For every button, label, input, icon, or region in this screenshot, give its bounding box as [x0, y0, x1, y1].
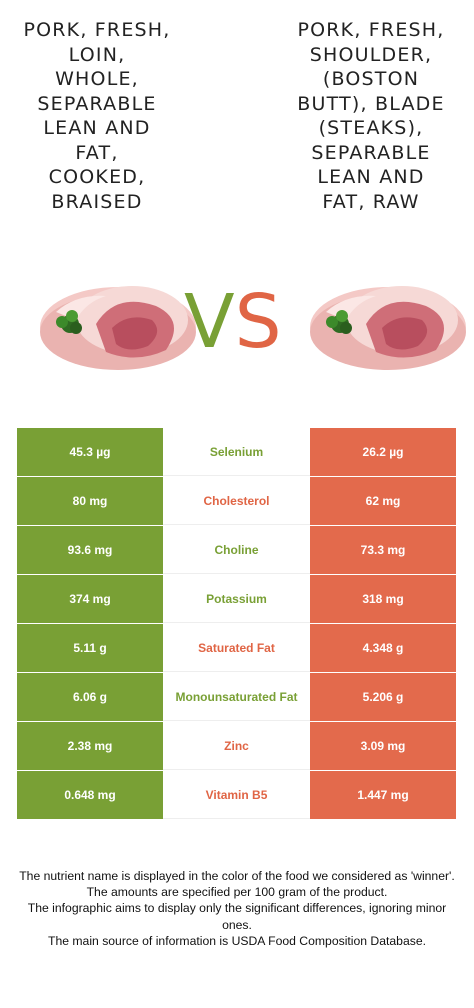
right-value: 62 mg [310, 477, 456, 525]
right-food-title: Pork, fresh, shoulder, (Boston butt), bl… [297, 19, 445, 213]
footer-note: The main source of information is USDA F… [48, 933, 426, 948]
left-value: 80 mg [17, 477, 163, 525]
footer-note: The nutrient name is displayed in the co… [19, 869, 455, 883]
left-value: 374 mg [17, 575, 163, 623]
right-value: 73.3 mg [310, 526, 456, 574]
nutrient-name: Monounsaturated Fat [163, 673, 310, 721]
table-row: 93.6 mg Choline 73.3 mg [17, 526, 456, 574]
nutrient-name: Potassium [163, 575, 310, 623]
right-value: 26.2 µg [310, 428, 456, 476]
table-row: 2.38 mg Zinc 3.09 mg [17, 722, 456, 770]
footer-note: The amounts are specified per 100 gram o… [86, 885, 388, 900]
left-value: 45.3 µg [17, 428, 163, 476]
pork-chop-image-left [40, 286, 196, 370]
left-value: 5.11 g [17, 624, 163, 672]
nutrient-name: Vitamin B5 [163, 771, 310, 819]
table-row: 0.648 mg Vitamin B5 1.447 mg [17, 771, 456, 819]
table-row: 374 mg Potassium 318 mg [17, 575, 456, 623]
right-value: 3.09 mg [310, 722, 456, 770]
nutrient-name: Saturated Fat [163, 624, 310, 672]
left-value: 6.06 g [17, 673, 163, 721]
nutrient-name: Cholesterol [163, 477, 310, 525]
right-value: 5.206 g [310, 673, 456, 721]
nutrient-name: Zinc [163, 722, 310, 770]
left-value: 93.6 mg [17, 526, 163, 574]
right-value: 1.447 mg [310, 771, 456, 819]
table-row: 45.3 µg Selenium 26.2 µg [17, 428, 456, 476]
footer-notes: The nutrient name is displayed in the co… [14, 868, 460, 949]
comparison-table: 45.3 µg Selenium 26.2 µg 80 mg Cholester… [17, 428, 456, 820]
table-row: 6.06 g Monounsaturated Fat 5.206 g [17, 673, 456, 721]
pork-chop-image-right [310, 286, 466, 370]
table-row: 5.11 g Saturated Fat 4.348 g [17, 624, 456, 672]
nutrient-name: Selenium [163, 428, 310, 476]
left-food-title: Pork, fresh, loin, whole, separable lean… [23, 19, 171, 213]
left-value: 0.648 mg [17, 771, 163, 819]
right-value: 318 mg [310, 575, 456, 623]
right-value: 4.348 g [310, 624, 456, 672]
nutrient-name: Choline [163, 526, 310, 574]
vs-label: VS [184, 279, 282, 365]
left-value: 2.38 mg [17, 722, 163, 770]
table-row: 80 mg Cholesterol 62 mg [17, 477, 456, 525]
footer-note: The infographic aims to display only the… [27, 901, 447, 932]
